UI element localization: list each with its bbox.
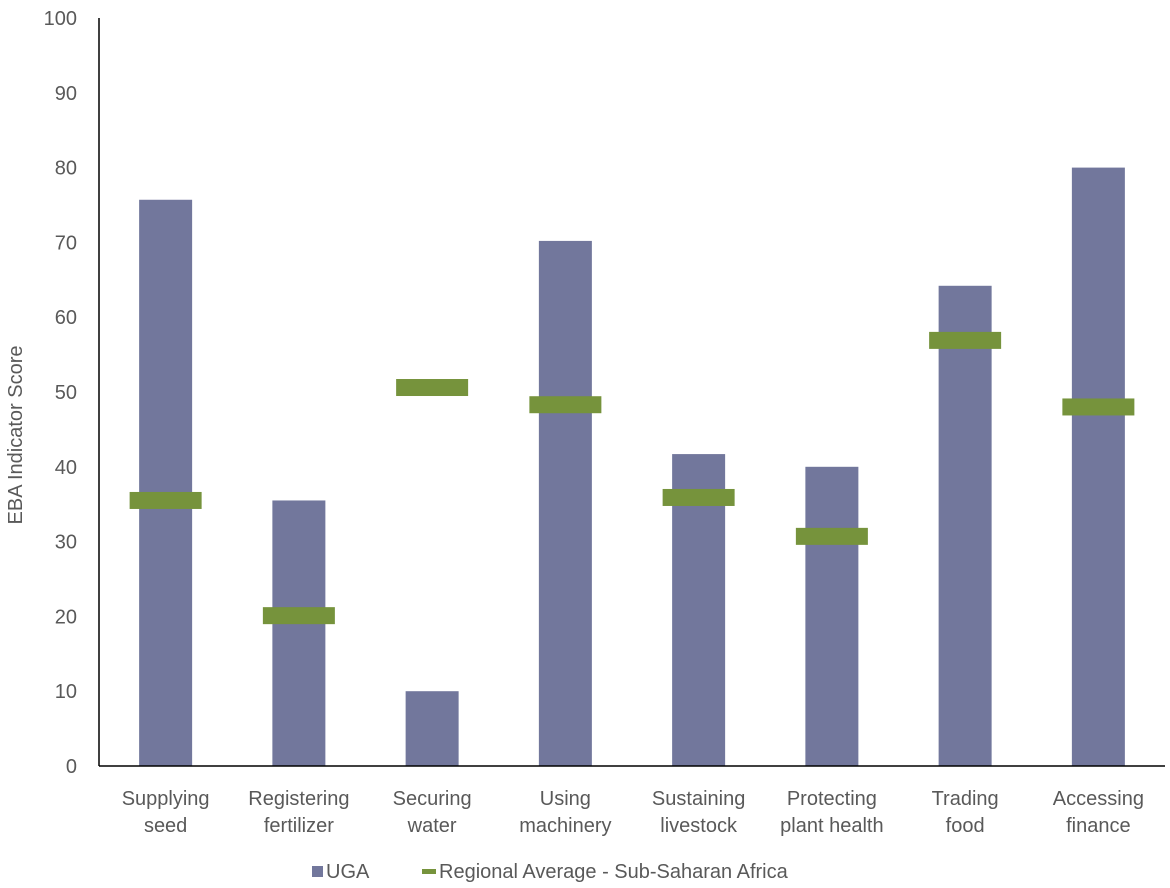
x-tick-label-line: Securing xyxy=(393,788,472,810)
x-tick-label: Using machinery xyxy=(519,788,611,837)
x-tick-label-line: Trading xyxy=(932,788,999,810)
legend: UGA Regional Average - Sub-Saharan Africa xyxy=(312,861,789,883)
x-tick-label-line: plant health xyxy=(780,815,883,837)
y-tick-label: 80 xyxy=(55,158,77,180)
y-tick-label: 60 xyxy=(55,307,77,329)
regional-average-markers xyxy=(129,331,1135,625)
x-tick-label-line: machinery xyxy=(519,815,611,837)
x-tick-label-line: livestock xyxy=(660,815,738,837)
x-tick-label: Sustaining livestock xyxy=(652,788,745,837)
y-tick-label: 70 xyxy=(55,232,77,254)
uga-bars xyxy=(139,167,1125,767)
x-tick-label: Protecting plant health xyxy=(780,788,883,837)
bar-uga xyxy=(805,466,859,766)
legend-label-regional-average: Regional Average - Sub-Saharan Africa xyxy=(439,861,789,883)
bar-uga xyxy=(139,199,193,766)
x-tick-label-line: Accessing xyxy=(1053,788,1144,810)
x-tick-label: Securing water xyxy=(393,788,472,837)
bar-uga xyxy=(405,691,459,766)
x-axis-ticks: Supplying seed Registering fertilizer Securi… xyxy=(122,788,1144,837)
legend-swatch-regional-average xyxy=(422,869,436,874)
marker-regional-average xyxy=(1062,398,1135,416)
bar-uga xyxy=(672,454,726,766)
x-tick-label-line: fertilizer xyxy=(264,815,334,837)
x-tick-label: Accessing finance xyxy=(1053,788,1144,837)
x-tick-label-line: Supplying xyxy=(122,788,210,810)
legend-swatch-uga xyxy=(312,866,323,877)
y-axis-label: EBA Indicator Score xyxy=(5,346,27,525)
axes xyxy=(98,18,1165,767)
y-tick-label: 50 xyxy=(55,382,77,404)
y-tick-label: 10 xyxy=(55,681,77,703)
marker-regional-average xyxy=(396,379,469,397)
y-tick-label: 100 xyxy=(44,8,77,30)
x-tick-label-line: Sustaining xyxy=(652,788,745,810)
marker-regional-average xyxy=(129,491,202,509)
marker-regional-average xyxy=(262,607,335,625)
x-tick-label: Trading food xyxy=(932,788,999,837)
bar-uga xyxy=(938,285,992,766)
x-tick-label-line: food xyxy=(946,815,985,837)
y-tick-label: 90 xyxy=(55,83,77,105)
x-tick-label-line: Using xyxy=(540,788,591,810)
y-tick-label: 40 xyxy=(55,457,77,479)
bar-uga xyxy=(272,500,326,766)
marker-regional-average xyxy=(529,396,602,414)
y-tick-label: 0 xyxy=(66,756,77,778)
legend-label-uga: UGA xyxy=(326,861,370,883)
x-tick-label-line: finance xyxy=(1066,815,1131,837)
x-tick-label-line: Registering xyxy=(248,788,349,810)
bar-uga xyxy=(538,240,592,767)
marker-regional-average xyxy=(662,488,735,506)
bar-uga xyxy=(1071,167,1125,767)
marker-regional-average xyxy=(795,527,868,545)
marker-regional-average xyxy=(929,331,1002,349)
y-tick-label: 30 xyxy=(55,532,77,554)
x-tick-label-line: seed xyxy=(144,815,187,837)
x-tick-label-line: water xyxy=(407,815,457,837)
x-tick-label: Registering fertilizer xyxy=(248,788,349,837)
y-axis-ticks: 0 10 20 30 40 50 60 70 80 90 100 xyxy=(44,8,77,778)
y-tick-label: 20 xyxy=(55,606,77,628)
x-tick-label-line: Protecting xyxy=(787,788,877,810)
x-tick-label: Supplying seed xyxy=(122,788,210,837)
